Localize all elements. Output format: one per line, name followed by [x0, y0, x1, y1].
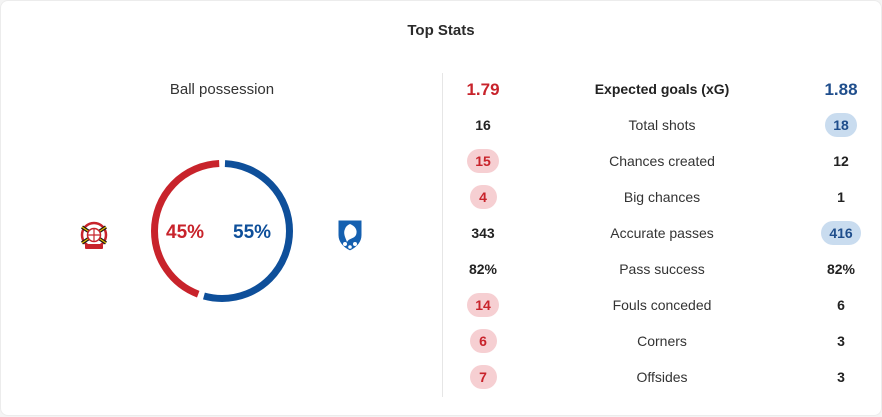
possession-title: Ball possession: [169, 81, 275, 98]
stat-home-value: 7: [469, 365, 497, 389]
stat-label: Accurate passes: [610, 225, 714, 241]
stat-home-cell: 16: [443, 107, 523, 143]
stat-home-cell: 1.79: [443, 71, 523, 107]
stat-away-value: 3: [837, 333, 845, 349]
stat-row: 14 Fouls conceded 6: [443, 287, 881, 323]
stat-away-value: 1: [837, 189, 845, 205]
stat-away-value: 416: [821, 221, 861, 245]
stat-home-cell: 15: [443, 143, 523, 179]
stat-home-value: 4: [469, 185, 497, 209]
column-divider: [442, 73, 443, 397]
stat-row: 1.79 Expected goals (xG) 1.88: [443, 71, 881, 107]
stat-away-value: 1.88: [824, 79, 858, 99]
bayer-leverkusen-crest-icon: [80, 221, 108, 249]
possession-away-value: 55%: [233, 222, 272, 243]
stat-away-cell: 82%: [801, 251, 881, 287]
stats-table: 1.79 Expected goals (xG) 1.88 16 Total shots…: [443, 71, 881, 395]
stat-away-cell: 1.88: [801, 71, 881, 107]
stat-row: 343 Accurate passes 416: [443, 215, 881, 251]
possession-home-value: 45%: [166, 222, 205, 243]
stat-row: 6 Corners 3: [443, 323, 881, 359]
stat-home-value: 1.79: [466, 79, 500, 99]
stat-label: Corners: [637, 333, 687, 349]
stat-row: 16 Total shots 18: [443, 107, 881, 143]
stat-home-cell: 82%: [443, 251, 523, 287]
card-title: Top Stats: [407, 22, 475, 39]
stat-label: Pass success: [619, 261, 705, 277]
stat-label: Chances created: [609, 153, 715, 169]
stat-home-value: 16: [475, 117, 491, 133]
stat-home-value: 343: [471, 225, 495, 241]
stat-away-cell: 3: [801, 323, 881, 359]
stat-label: Expected goals (xG): [594, 81, 730, 97]
stat-home-cell: 6: [443, 323, 523, 359]
possession-donut-chart: [151, 160, 293, 302]
stat-home-cell: 4: [443, 179, 523, 215]
stat-home-cell: 7: [443, 359, 523, 395]
possession-away-arc: [151, 160, 293, 302]
stat-label: Offsides: [636, 369, 688, 385]
stat-away-cell: 6: [801, 287, 881, 323]
stat-away-value: 12: [833, 153, 849, 169]
stat-row: 4 Big chances 1: [443, 179, 881, 215]
stat-row: 7 Offsides 3: [443, 359, 881, 395]
stat-home-cell: 14: [443, 287, 523, 323]
stat-label: Big chances: [623, 189, 701, 205]
stat-row: 82% Pass success 82%: [443, 251, 881, 287]
stat-away-cell: 1: [801, 179, 881, 215]
stat-home-cell: 343: [443, 215, 523, 251]
stat-away-cell: 12: [801, 143, 881, 179]
possession-home-arc: [151, 160, 293, 302]
stat-label: Fouls conceded: [612, 297, 712, 313]
stat-away-cell: 416: [801, 215, 881, 251]
stat-away-value: 82%: [826, 261, 856, 277]
stat-away-value: 6: [837, 297, 845, 313]
stat-home-value: 15: [467, 149, 499, 173]
stat-away-value: 3: [837, 369, 845, 385]
stat-home-value: 82%: [468, 261, 498, 277]
stat-away-cell: 18: [801, 107, 881, 143]
stat-away-cell: 3: [801, 359, 881, 395]
stat-home-value: 6: [469, 329, 497, 353]
stat-label: Total shots: [628, 117, 696, 133]
hoffenheim-crest-icon: [337, 219, 363, 252]
stat-home-value: 14: [467, 293, 499, 317]
stat-away-value: 18: [825, 113, 857, 137]
stat-row: 15 Chances created 12: [443, 143, 881, 179]
